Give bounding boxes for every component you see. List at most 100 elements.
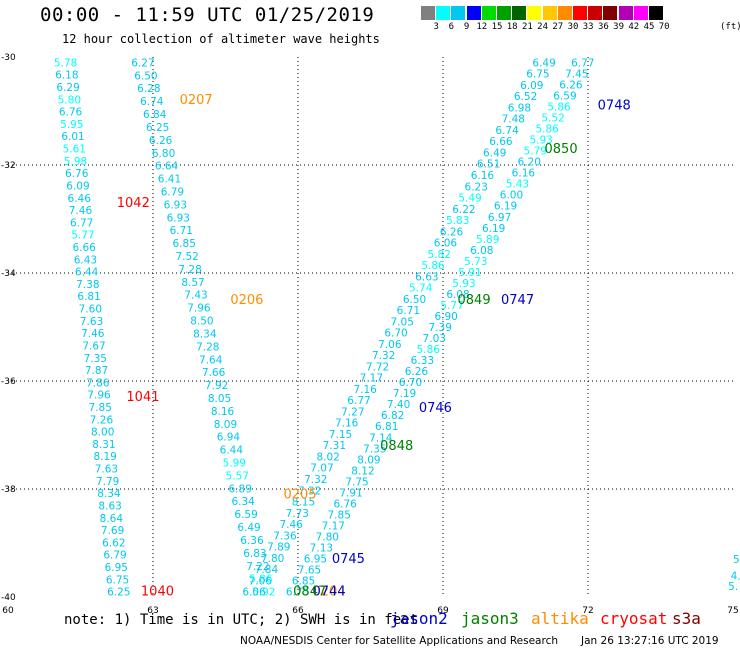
legend-altika: altika (531, 609, 589, 628)
swh-value-label: 7.35 (363, 443, 386, 455)
swh-value-label: 6.29 (56, 82, 79, 94)
swh-value-label: 5.78 (54, 57, 77, 69)
chart-subtitle: 12 hour collection of altimeter wave hei… (62, 32, 380, 46)
swh-value-label: 6.79 (103, 550, 126, 562)
color-scale-label: 36 (597, 22, 609, 32)
swh-value-label: 6.06 (242, 587, 266, 599)
swh-value-label: 7.28 (178, 264, 201, 276)
x-tick-label: 63 (147, 606, 158, 616)
swh-value-label: 6.00 (500, 190, 523, 202)
swh-value-label: 6.85 (292, 576, 315, 588)
swh-value-label: 6.75 (526, 69, 549, 81)
swh-value-label: 7.32 (304, 474, 327, 486)
swh-value-label: 7.06 (249, 575, 273, 587)
color-swatch-15 (481, 6, 496, 20)
swh-value-label: 6.27 (131, 57, 154, 69)
swh-value-label: 6.09 (520, 80, 543, 92)
pass-label-jason2: 0744 (313, 585, 346, 600)
swh-value-label: 8.57 (181, 277, 204, 289)
swh-value-label: 7.16 (335, 418, 359, 430)
swh-value-label: 5.43 (506, 179, 529, 191)
color-swatch-18 (497, 6, 511, 20)
swh-value-label: 7.91 (339, 487, 362, 499)
swh-value-label: 8.09 (214, 419, 237, 431)
swh-value-label: 5.79 (524, 146, 547, 158)
y-tick-label: -38 (1, 485, 16, 495)
swh-value-label: 8.34 (97, 488, 121, 500)
pass-label-jason3: 0850 (545, 142, 578, 157)
swh-value-label: 6.43 (74, 254, 97, 266)
swh-value-label: 6.63 (415, 271, 438, 283)
swh-value-label: 7.19 (393, 388, 416, 400)
swh-value-label: 8.34 (193, 328, 217, 340)
swh-value-label: 8.63 (98, 500, 121, 512)
x-tick-label: 69 (437, 606, 449, 616)
swh-value-label: 6.71 (170, 225, 193, 237)
swh-value-label: 6.23 (465, 181, 488, 193)
swh-value-label: 7.46 (81, 328, 105, 340)
color-scale-unit: (ft) (720, 22, 740, 32)
swh-value-label: 5.83 (446, 215, 469, 227)
swh-value-label: 7.17 (322, 520, 345, 532)
swh-value-label: 8.09 (357, 454, 380, 466)
swh-value-label: 5.73 (464, 256, 487, 268)
swh-value-label: 7.17 (360, 373, 383, 385)
swh-value-label: 7.86 (86, 377, 110, 389)
swh-value-label: 6.26 (559, 79, 583, 91)
swh-value-label: 6.44 (220, 445, 244, 457)
x-tick-label: 60 (2, 606, 14, 616)
swh-value-label: 6.09 (66, 180, 89, 192)
swh-value-label: 5.61 (63, 144, 86, 156)
edge-value-label: 4. (731, 570, 740, 582)
swh-value-label: 6.49 (237, 522, 260, 534)
swh-value-label: 6.01 (61, 131, 84, 143)
pass-label-altika: 0205 (284, 487, 317, 502)
swh-value-label: 7.46 (69, 205, 93, 217)
pass-label-jason2: 0748 (598, 99, 631, 114)
y-tick-label: -34 (1, 269, 16, 279)
color-scale-label: 12 (476, 22, 488, 32)
swh-value-label: 5.77 (440, 300, 463, 312)
swh-value-label: 6.59 (234, 509, 257, 521)
pass-label-cryosat: 1042 (117, 196, 150, 211)
swh-value-label: 7.80 (261, 553, 284, 565)
swh-value-label: 6.33 (411, 355, 434, 367)
y-tick-label: -30 (1, 53, 16, 63)
color-swatch-3 (421, 6, 435, 20)
swh-value-label: 6.89 (229, 483, 252, 495)
swh-value-label: 7.32 (372, 350, 395, 362)
swh-value-label: 8.50 (190, 316, 213, 328)
pass-label-altika: 0206 (230, 293, 263, 308)
swh-value-label: 7.75 (345, 476, 368, 488)
chart-axes: 60 63 66 69 72 75 -30 -32 -34 -36 -38 -40 (1, 53, 739, 616)
swh-value-label: 7.73 (286, 508, 309, 520)
swh-value-label: 7.26 (90, 414, 114, 426)
swh-value-label: 6.66 (489, 136, 513, 148)
swh-value-label: 6.97 (488, 212, 511, 224)
swh-value-label: 6.76 (333, 498, 357, 510)
edge-value-label: 5. (728, 581, 738, 593)
swh-value-label: 5.86 (547, 102, 571, 114)
x-tick-label: 66 (292, 606, 304, 616)
swh-value-label: 6.26 (149, 135, 173, 147)
swh-value-label: 7.38 (76, 279, 99, 291)
swh-value-label: 6.85 (173, 238, 196, 250)
color-swatch-30 (557, 6, 572, 20)
swh-value-label: 5.57 (226, 470, 249, 482)
swh-value-label: 8.12 (351, 465, 374, 477)
color-swatch-33 (573, 6, 587, 20)
swh-value-label: 7.14 (369, 432, 393, 444)
pass-label-jason3: 0849 (458, 293, 491, 308)
swh-value-label: 5.95 (60, 119, 83, 131)
swh-value-label: 7.96 (187, 303, 211, 315)
swh-value-label: 6.08 (470, 245, 493, 257)
swh-value-label: 7.72 (366, 361, 389, 373)
swh-value-label: 8.16 (211, 406, 235, 418)
swh-value-label: 8.64 (100, 513, 124, 525)
swh-value-label: 5.92 (252, 587, 275, 599)
swh-value-label: 7.87 (85, 365, 108, 377)
swh-value-label: 6.59 (553, 90, 576, 102)
swh-value-label: 5.86 (535, 124, 559, 136)
swh-value-label: 7.31 (323, 440, 346, 452)
